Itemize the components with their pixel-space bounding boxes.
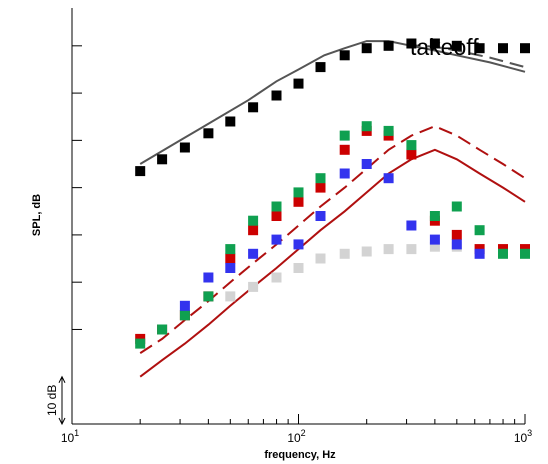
data-point	[315, 182, 326, 193]
data-point	[361, 121, 372, 132]
data-point	[225, 291, 236, 302]
chart-marks	[135, 38, 530, 378]
data-point	[293, 239, 304, 250]
data-point	[383, 40, 394, 51]
data-point	[498, 248, 508, 259]
data-point	[520, 43, 530, 54]
axes: 101 102 103 10 dB	[45, 8, 532, 445]
y-axis-title: SPL, dB	[31, 194, 43, 236]
data-point	[179, 300, 190, 311]
data-point	[225, 244, 236, 255]
data-point	[429, 38, 440, 49]
data-point	[135, 338, 146, 349]
data-point	[248, 225, 259, 236]
data-point	[406, 220, 417, 231]
data-point	[339, 248, 350, 259]
series-line-8	[139, 148, 526, 378]
data-point	[361, 246, 372, 257]
data-point	[451, 239, 462, 250]
data-point	[157, 154, 168, 165]
data-point	[293, 187, 304, 198]
data-point	[383, 173, 394, 184]
data-point	[498, 43, 508, 54]
data-point	[248, 102, 259, 113]
scale-bar-arrow-up	[58, 375, 66, 383]
data-point	[293, 196, 304, 207]
data-point	[429, 241, 440, 252]
data-point	[135, 166, 146, 177]
data-point	[271, 234, 282, 245]
data-point	[383, 125, 394, 136]
data-point	[203, 291, 214, 302]
data-point	[451, 229, 462, 240]
data-point	[451, 201, 462, 212]
data-point	[339, 130, 350, 141]
data-point	[225, 253, 236, 264]
data-point	[339, 144, 350, 155]
data-point	[203, 128, 214, 139]
x-axis-title: frequency, Hz	[264, 449, 336, 461]
data-point	[474, 248, 485, 259]
data-point	[179, 310, 190, 321]
data-point	[361, 159, 372, 169]
data-point	[293, 78, 304, 89]
data-point	[315, 211, 326, 221]
series-line-5	[139, 40, 526, 165]
data-point	[339, 168, 350, 179]
data-point	[474, 43, 485, 54]
data-point	[271, 90, 282, 101]
data-point	[248, 248, 259, 259]
data-point	[406, 149, 417, 160]
series-line-7	[139, 125, 526, 354]
data-point	[429, 211, 440, 221]
data-point	[293, 263, 304, 273]
data-point	[225, 116, 236, 127]
data-point	[315, 62, 326, 73]
data-point	[315, 253, 326, 264]
data-point	[271, 201, 282, 212]
data-point	[315, 173, 326, 184]
data-point	[248, 281, 259, 292]
data-point	[429, 234, 440, 245]
x-tick-label: 102	[287, 428, 305, 445]
data-point	[520, 248, 530, 259]
data-point	[383, 244, 394, 255]
scale-bar-arrow-down	[58, 417, 66, 426]
data-point	[451, 40, 462, 51]
data-point	[474, 225, 485, 236]
data-point	[271, 272, 282, 283]
annotation-label: takeoff	[410, 34, 479, 60]
data-point	[361, 43, 372, 54]
data-point	[157, 324, 168, 335]
data-point	[203, 272, 214, 283]
data-point	[248, 215, 259, 226]
x-tick-label: 101	[61, 428, 79, 445]
data-point	[406, 38, 417, 49]
scale-bar-label: 10 dB	[45, 385, 59, 416]
data-point	[339, 50, 350, 61]
data-point	[406, 244, 417, 255]
x-tick-label: 103	[514, 428, 532, 445]
data-point	[271, 211, 282, 221]
data-point	[179, 142, 190, 153]
data-point	[225, 263, 236, 273]
data-point	[406, 140, 417, 151]
